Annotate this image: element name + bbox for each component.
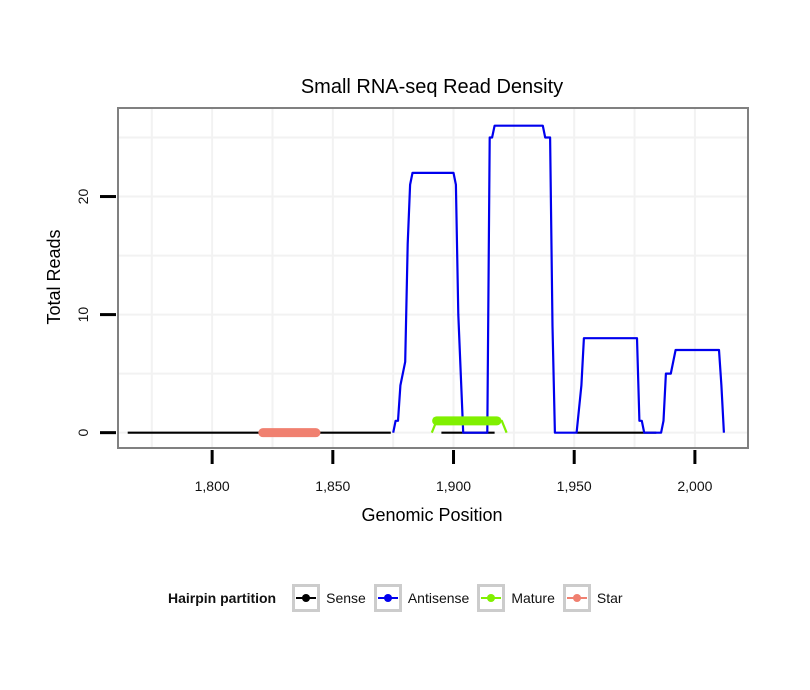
legend-key-antisense bbox=[373, 584, 402, 612]
legend-label-antisense: Antisense bbox=[407, 590, 470, 606]
legend-key-mature bbox=[477, 584, 506, 612]
y-tick-label: 0 bbox=[75, 429, 91, 437]
x-tick-label: 2,000 bbox=[677, 478, 712, 494]
legend-label-star: Star bbox=[596, 590, 623, 606]
legend-item-mature[interactable]: Mature bbox=[477, 584, 555, 612]
legend-item-antisense[interactable]: Antisense bbox=[373, 584, 470, 612]
y-tick-label: 10 bbox=[75, 307, 91, 323]
legend-key-sense bbox=[292, 584, 321, 612]
legend-label-sense: Sense bbox=[326, 590, 366, 606]
y-tick-label: 20 bbox=[75, 189, 91, 205]
x-axis-label: Genomic Position bbox=[361, 505, 502, 525]
legend-key-star bbox=[562, 584, 591, 612]
x-tick-label: 1,850 bbox=[315, 478, 350, 494]
legend-title: Hairpin partition bbox=[168, 590, 277, 606]
legend-item-star[interactable]: Star bbox=[562, 584, 623, 612]
x-tick-label: 1,950 bbox=[557, 478, 592, 494]
legend: Hairpin partition Sense Antisense Mature… bbox=[168, 582, 631, 614]
x-tick-label: 1,800 bbox=[195, 478, 230, 494]
chart-title: Small RNA-seq Read Density bbox=[301, 76, 563, 98]
series-layer bbox=[127, 124, 725, 438]
axes: 1,800 1,850 1,900 1,950 2,000 0 10 20 bbox=[75, 189, 713, 494]
y-axis-label: Total Reads bbox=[44, 229, 64, 324]
legend-label-mature: Mature bbox=[511, 590, 555, 606]
series-antisense bbox=[392, 124, 725, 434]
plot-panel bbox=[117, 107, 749, 449]
legend-item-sense[interactable]: Sense bbox=[292, 584, 366, 612]
x-tick-label: 1,900 bbox=[436, 478, 471, 494]
